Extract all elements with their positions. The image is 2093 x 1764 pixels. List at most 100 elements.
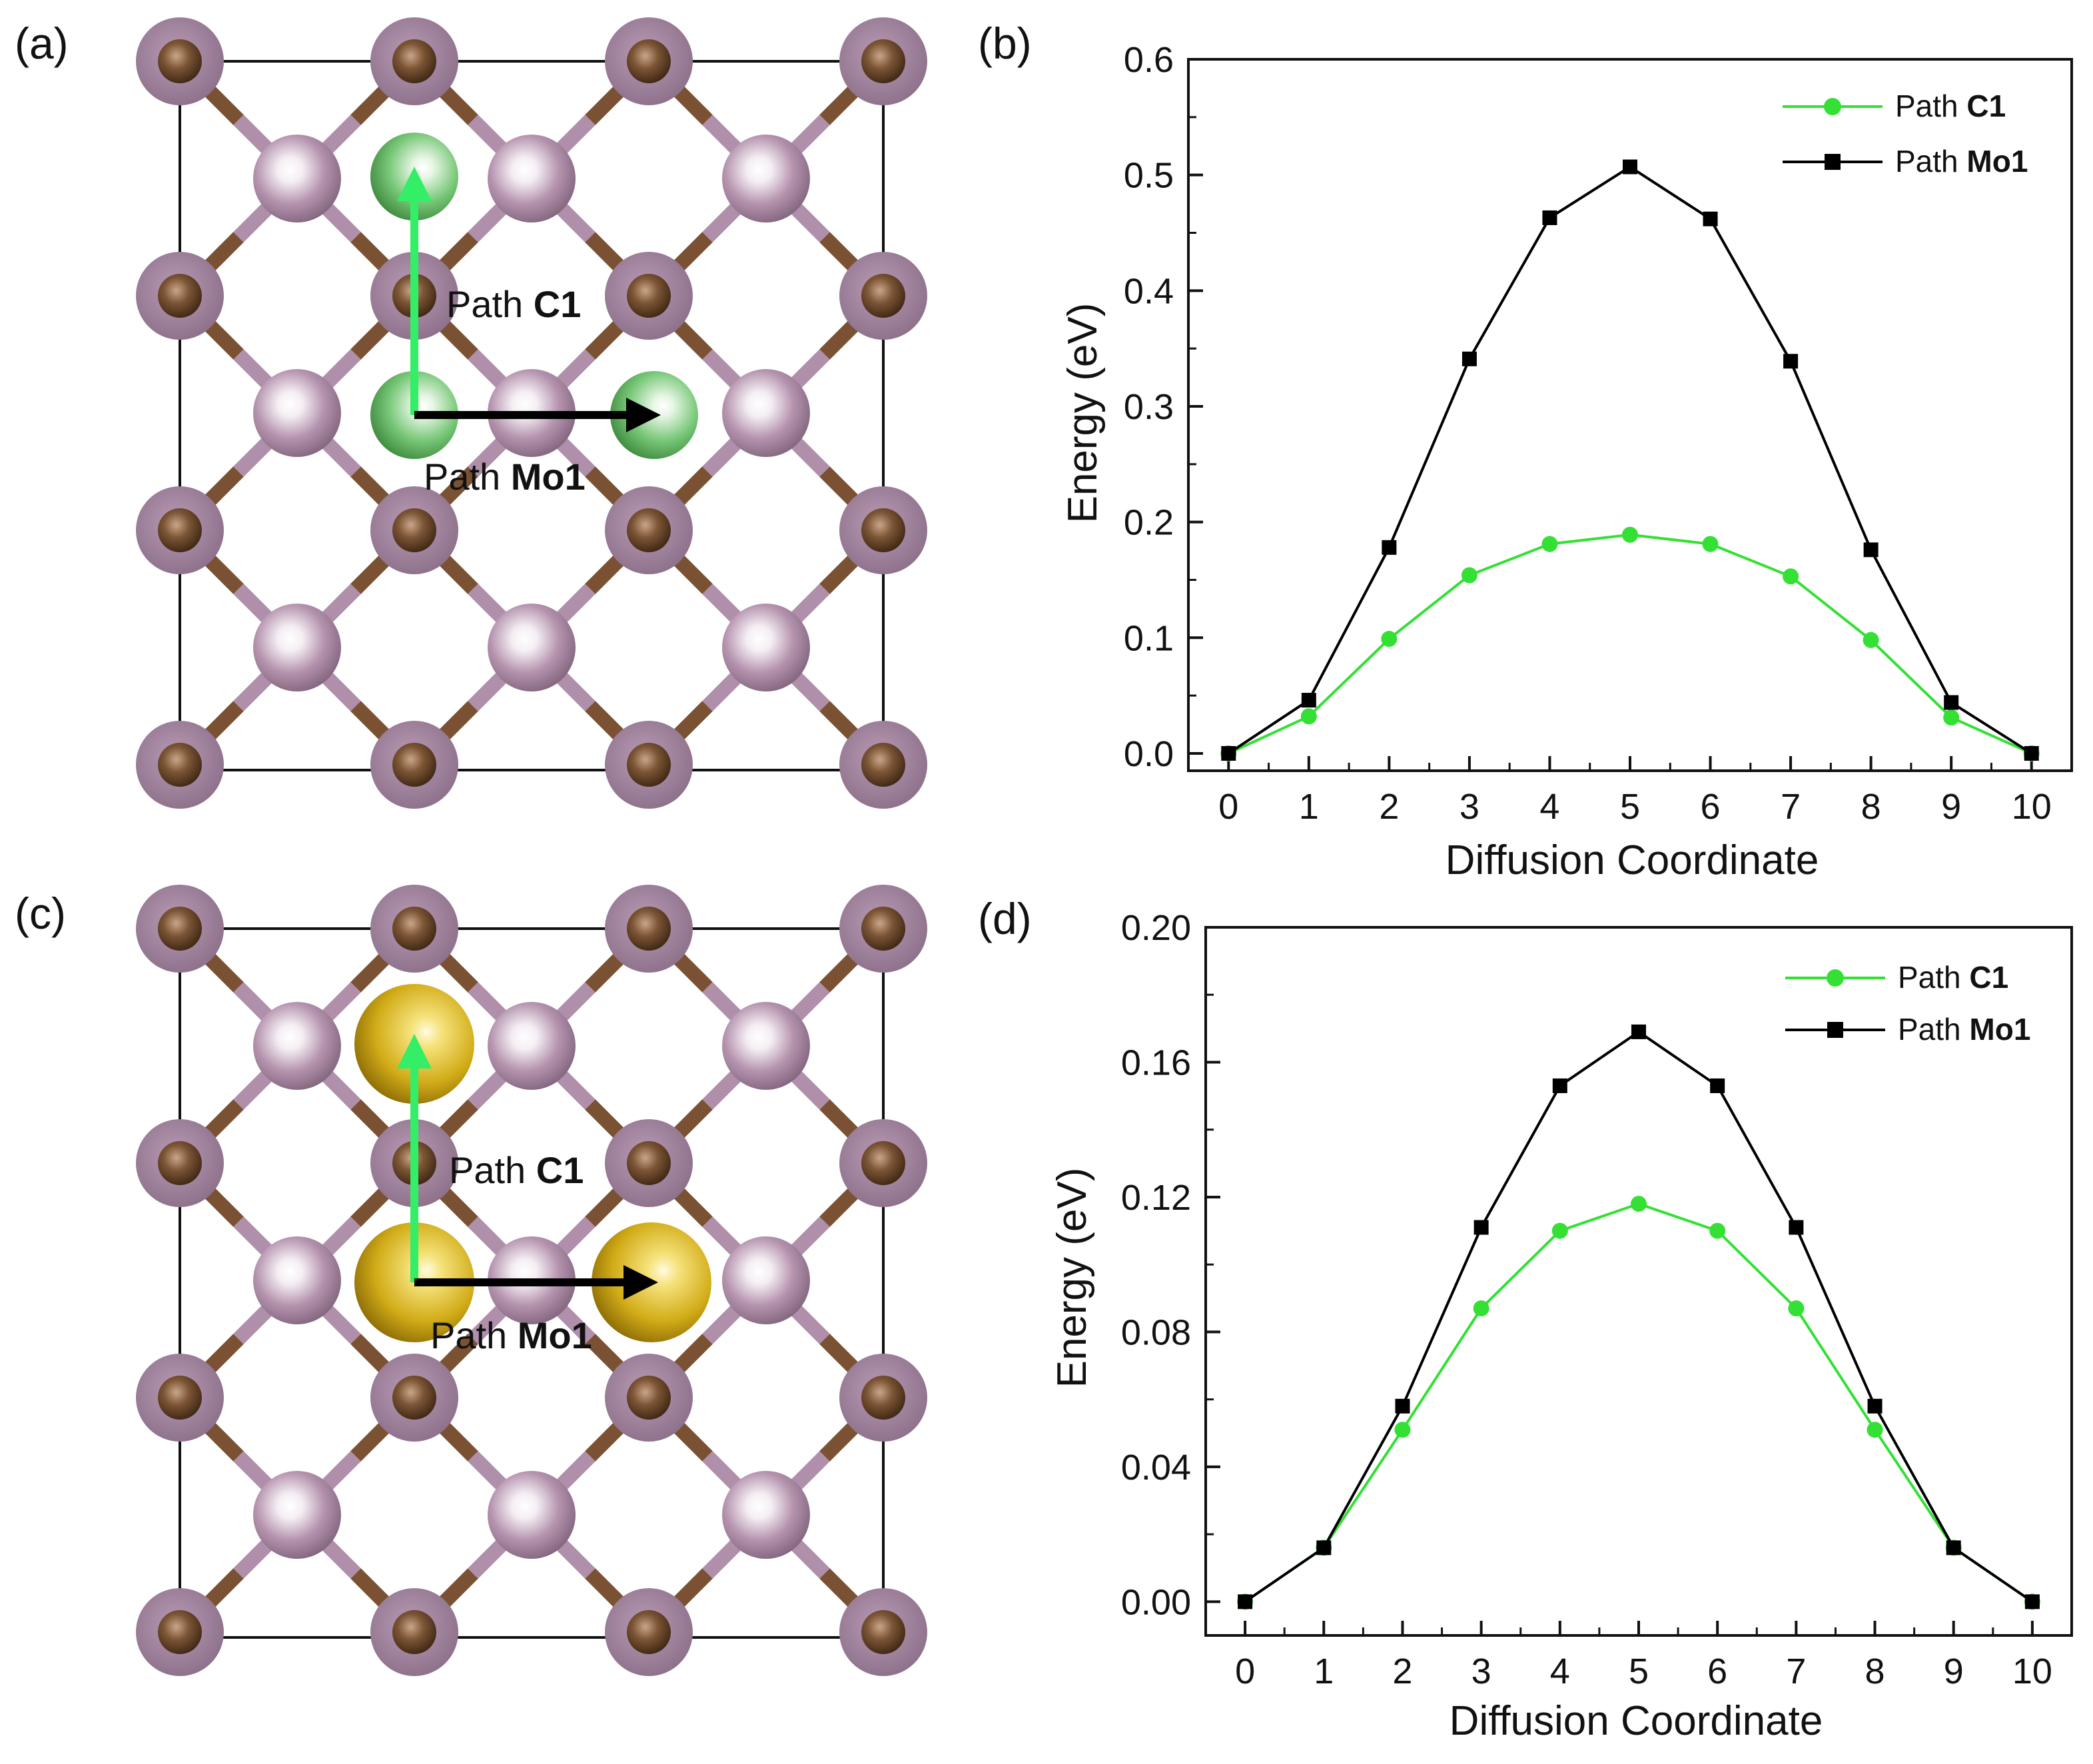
c-atom-icon: [861, 1376, 905, 1420]
mo-atom-icon: [488, 1002, 576, 1090]
mo-atom-icon: [722, 369, 810, 457]
y-tick-label: 0.08: [1121, 1312, 1191, 1352]
c-atom-icon: [627, 1376, 671, 1420]
series-line: [1228, 533, 2032, 755]
c-atom-icon: [158, 743, 202, 787]
x-tick-label: 5: [1620, 787, 1640, 827]
structure-panel-a: (a) Path C1 Path Mo1: [15, 17, 927, 809]
x-tick-label: 9: [1944, 1651, 1964, 1691]
data-point-mo1: [1316, 1540, 1332, 1555]
data-point-mo1: [1221, 745, 1236, 761]
legend-marker-circle-icon: [1827, 969, 1844, 987]
c-atom-icon: [861, 508, 905, 552]
legend-marker-square-icon: [1827, 1022, 1843, 1038]
y-tick-label: 0.5: [1124, 156, 1174, 196]
data-point-c1: [1394, 1422, 1411, 1438]
c-atom-icon: [158, 39, 202, 83]
data-point-c1: [1622, 526, 1638, 543]
y-axis-title: Energy (eV): [1060, 303, 1106, 524]
c-atom-icon: [627, 39, 671, 83]
data-point-c1: [1783, 568, 1799, 585]
y-tick-label: 0.3: [1124, 387, 1174, 427]
mo-atom-icon: [488, 604, 576, 691]
data-point-mo1: [1301, 693, 1316, 708]
series-path-c1: [1237, 1196, 2040, 1610]
path-c1-label: Path C1: [449, 1149, 584, 1191]
y-axis-ticks: 0.0 0.1 0.2 0.3 0.4 0.5 0.6: [1124, 40, 1203, 774]
mo-atoms: [253, 135, 810, 691]
c-atom-icon: [392, 743, 436, 787]
legend-label-c1: Path C1: [1895, 89, 2006, 123]
mo-atom-icon: [488, 135, 576, 222]
data-point-mo1: [2024, 745, 2039, 761]
c-atom-icon: [861, 1141, 905, 1185]
data-point-mo1: [1631, 1024, 1646, 1039]
panel-label-a: (a): [15, 19, 69, 68]
data-point-c1: [1867, 1422, 1883, 1438]
mo-atoms: [253, 1002, 810, 1559]
c-atom-icon: [158, 1610, 202, 1654]
mo-atom-icon: [253, 604, 341, 691]
x-tick-label: 3: [1471, 1651, 1491, 1691]
x-tick-label: 5: [1629, 1651, 1649, 1691]
structure-panel-c: (c) Path C1 Path Mo1: [15, 885, 927, 1676]
mo-atom-icon: [253, 1002, 341, 1090]
data-point-mo1: [1703, 211, 1718, 226]
panel-label-b: (b): [978, 19, 1032, 68]
x-tick-label: 4: [1550, 1651, 1570, 1691]
c-atom-icon: [392, 39, 436, 83]
data-point-mo1: [1944, 695, 1959, 710]
diffusion-arrows: [397, 1034, 658, 1300]
x-axis-ticks: 0 1 2 3 4 5 6 7 8 9 10: [1235, 1621, 2052, 1691]
c-atom-icon: [627, 907, 671, 951]
series-path-mo1: [1238, 1024, 2040, 1609]
c-atom-icon: [627, 1141, 671, 1185]
mo-atom-icon: [488, 1471, 576, 1559]
data-point-mo1: [1863, 542, 1879, 558]
y-tick-label: 0.20: [1121, 908, 1191, 948]
y-tick-label: 0.12: [1121, 1178, 1191, 1218]
mo-atom-icon: [722, 604, 810, 691]
mo-atom-icon: [253, 1236, 341, 1324]
c-atom-icon: [627, 743, 671, 787]
data-point-c1: [1381, 631, 1398, 648]
series-path-mo1: [1221, 159, 2039, 761]
c-atom-icon: [627, 508, 671, 552]
data-point-mo1: [1789, 1220, 1804, 1235]
c-atom-icon: [392, 508, 436, 552]
data-point-c1: [1300, 708, 1317, 725]
x-tick-label: 3: [1460, 787, 1479, 827]
c-atom-icon: [158, 907, 202, 951]
x-axis-title: Diffusion Coordinate: [1446, 837, 1819, 883]
mo-atom-icon: [253, 369, 341, 457]
data-point-mo1: [1946, 1540, 1961, 1555]
data-point-mo1: [1623, 159, 1637, 175]
c-atom-icon: [158, 1376, 202, 1420]
arrowhead-up-icon: [397, 1034, 432, 1069]
x-axis-ticks: 0 1 2 3 4 5 6 7 8 9 10: [1218, 756, 2052, 827]
data-point-mo1: [1867, 1398, 1883, 1414]
x-tick-label: 0: [1218, 787, 1238, 827]
x-tick-label: 4: [1539, 787, 1559, 827]
arrowhead-right-icon: [624, 1265, 658, 1300]
data-point-c1: [1473, 1300, 1489, 1316]
legend-marker-circle-icon: [1824, 98, 1841, 115]
data-point-mo1: [1783, 354, 1799, 369]
diffusion-arrows: [397, 167, 661, 432]
y-axis-title: Energy (eV): [1049, 1168, 1095, 1388]
data-point-c1: [1461, 567, 1477, 584]
data-point-mo1: [1395, 1398, 1410, 1414]
legend: Path C1 Path Mo1: [1783, 89, 2028, 179]
x-axis-title: Diffusion Coordinate: [1450, 1698, 1823, 1744]
c-atom-icon: [392, 907, 436, 951]
x-tick-label: 6: [1707, 1651, 1727, 1691]
arrowhead-up-icon: [397, 167, 432, 201]
data-point-mo1: [1238, 1594, 1253, 1609]
legend-label-mo1: Path Mo1: [1898, 1012, 2030, 1047]
x-tick-label: 0: [1235, 1651, 1255, 1691]
y-tick-label: 0.1: [1124, 618, 1174, 658]
x-tick-label: 8: [1865, 1651, 1885, 1691]
x-tick-label: 2: [1379, 787, 1399, 827]
data-point-mo1: [1710, 1078, 1725, 1093]
mo-atom-icon: [722, 1236, 810, 1324]
